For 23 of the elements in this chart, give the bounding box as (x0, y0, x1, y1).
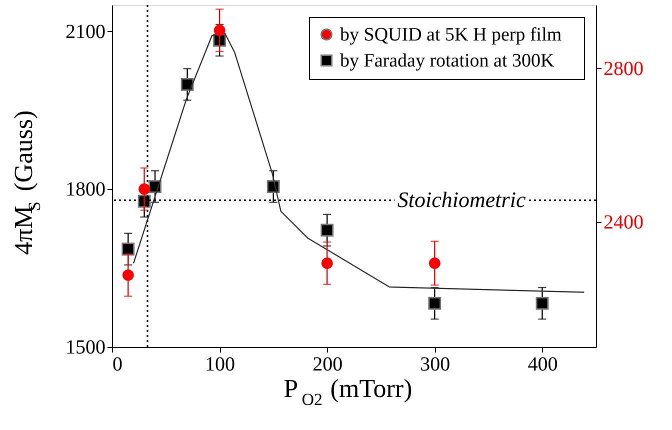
point (180, 78, 194, 91)
annotation: Stoichiometric (397, 187, 526, 212)
x-tick-label: 100 (205, 354, 236, 376)
point (138, 183, 150, 195)
x-tick-label: 400 (528, 354, 558, 376)
point (122, 269, 134, 281)
y-tick-label: 2100 (66, 20, 106, 43)
point (214, 24, 226, 36)
point (428, 296, 442, 310)
point (122, 242, 135, 256)
y2-tick-label: 2800 (604, 58, 644, 80)
point (536, 296, 549, 310)
y-tick-label: 1500 (66, 336, 106, 358)
y2-tick-label: 2400 (604, 212, 644, 234)
point (428, 258, 440, 269)
x-tick-label: 300 (420, 354, 450, 376)
point (320, 224, 334, 237)
point (321, 258, 333, 269)
legend-label: by SQUID at 5K H perp film (340, 24, 562, 46)
y-tick-label: 1800 (66, 178, 106, 201)
x-tick-label: 200 (312, 354, 343, 376)
x-tick-label: 0 (112, 354, 122, 376)
legend-label: by Faraday rotation at 300K (340, 50, 554, 72)
